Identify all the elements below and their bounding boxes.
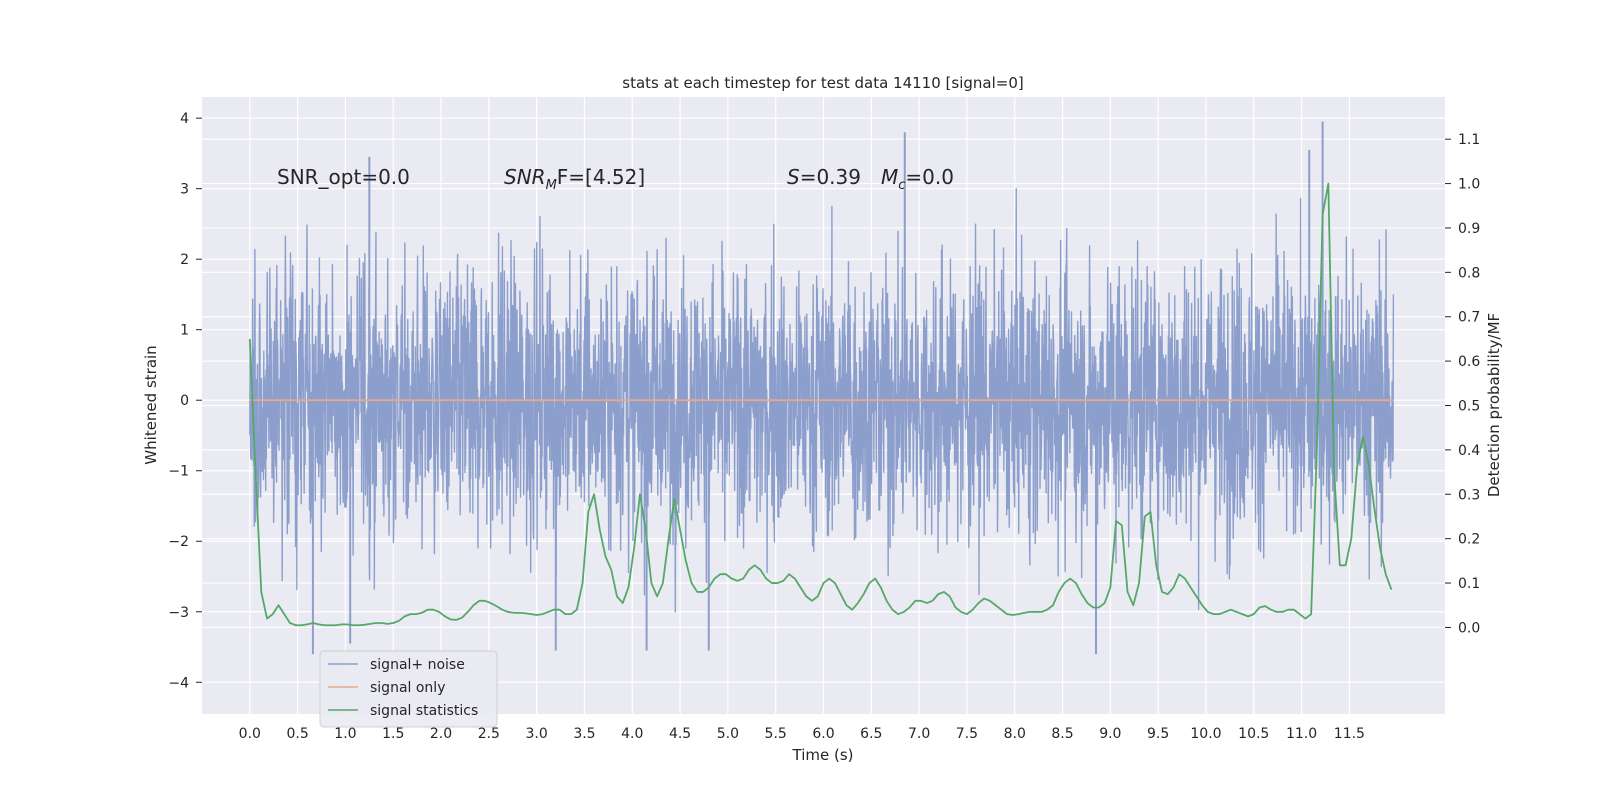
x-tick-label: 9.0 [1099,726,1121,742]
x-tick-label: 7.0 [908,726,930,742]
x-tick-label: 5.5 [765,726,787,742]
x-tick-label: 0.5 [286,726,308,742]
chart-title: stats at each timestep for test data 141… [622,74,1023,92]
series-signal-noise [249,121,1395,655]
legend-label-signal-only: signal only [370,680,445,696]
y-axis-left-ticks: −4 −3 −2 −1 0 1 2 3 4 [168,111,202,691]
x-tick-label: 5.0 [717,726,739,742]
annotation-s: S=0.39 [787,165,861,189]
y-right-tick-label: 0.0 [1458,620,1480,636]
annotation-snr-opt: SNR_opt=0.0 [277,165,410,189]
y-right-tick-label: 0.5 [1458,399,1480,415]
y-left-tick-label: −1 [168,464,189,480]
y-right-tick-label: 0.4 [1458,443,1480,459]
y-axis-right-label: Detection probability/MF [1485,313,1503,497]
x-tick-label: 8.0 [1004,726,1026,742]
x-tick-label: 6.5 [860,726,882,742]
y-left-tick-label: −4 [168,675,189,691]
y-right-tick-label: 0.7 [1458,310,1480,326]
series-signal-statistics [248,182,1393,627]
y-right-tick-label: 0.6 [1458,354,1480,370]
legend: signal+ noise signal only signal statist… [319,650,498,728]
signal-statistics-line [248,182,1393,627]
x-tick-label: 3.0 [526,726,548,742]
x-tick-label: 2.0 [430,726,452,742]
x-tick-label: 10.5 [1238,726,1269,742]
noise-trace [249,187,1395,613]
y-axis-left-label: Whitened strain [142,345,160,464]
x-axis-ticks: 0.0 0.5 1.0 1.5 2.0 2.5 3.0 3.5 4.0 4.5 5.0 5.5 6.0 6… [239,726,1365,742]
x-tick-label: 10.0 [1190,726,1221,742]
x-tick-label: 8.5 [1051,726,1073,742]
legend-box [319,650,498,728]
y-right-tick-label: 1.0 [1458,177,1480,193]
y-axis-right-ticks: 0.0 0.1 0.2 0.3 0.4 0.5 0.6 0.7 0.8 0.9 1.0 1.1 [1445,132,1480,636]
x-tick-label: 11.0 [1286,726,1317,742]
y-left-tick-label: 4 [180,111,189,127]
legend-label-signal-statistics: signal statistics [370,703,478,719]
y-left-tick-label: −3 [168,605,189,621]
x-tick-label: 6.0 [812,726,834,742]
y-right-tick-label: 0.3 [1458,487,1480,503]
x-tick-label: 3.5 [573,726,595,742]
x-axis-label: Time (s) [792,746,854,764]
y-left-tick-label: −2 [168,534,189,550]
x-tick-label: 1.5 [382,726,404,742]
annotation-snr-mf: SNRMF=[4.52] [504,165,645,193]
y-left-tick-label: 0 [180,393,189,409]
x-tick-label: 7.5 [956,726,978,742]
annotation-mc: Mc=0.0 [881,165,954,193]
y-left-tick-label: 3 [180,182,189,198]
x-tick-label: 1.0 [334,726,356,742]
x-tick-label: 11.5 [1334,726,1365,742]
x-tick-label: 2.5 [478,726,500,742]
x-tick-label: 4.5 [669,726,691,742]
y-right-tick-label: 1.1 [1458,132,1480,148]
x-tick-label: 4.0 [621,726,643,742]
x-tick-label: 0.0 [239,726,261,742]
y-right-tick-label: 0.1 [1458,576,1480,592]
y-right-tick-label: 0.8 [1458,265,1480,281]
y-right-tick-label: 0.9 [1458,221,1480,237]
y-left-tick-label: 1 [180,323,189,339]
x-tick-label: 9.5 [1147,726,1169,742]
y-right-tick-label: 0.2 [1458,532,1480,548]
legend-label-signal-noise: signal+ noise [370,657,465,673]
y-left-tick-label: 2 [180,252,189,268]
